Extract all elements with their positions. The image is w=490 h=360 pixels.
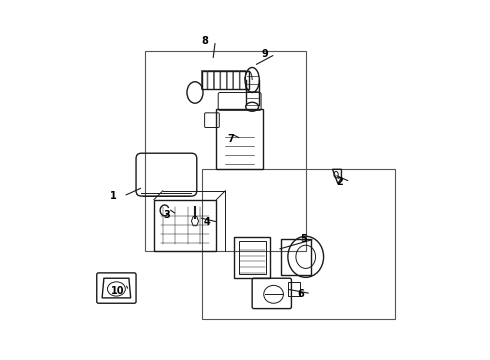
Text: 1: 1: [109, 191, 116, 201]
Text: 5: 5: [300, 234, 307, 244]
Text: 10: 10: [111, 286, 125, 296]
Text: 3: 3: [163, 210, 170, 220]
Text: 6: 6: [297, 289, 304, 298]
Text: 2: 2: [336, 177, 343, 187]
Text: 8: 8: [201, 36, 208, 46]
Text: 7: 7: [227, 134, 234, 144]
Text: 9: 9: [261, 49, 268, 59]
Text: 4: 4: [204, 217, 211, 227]
